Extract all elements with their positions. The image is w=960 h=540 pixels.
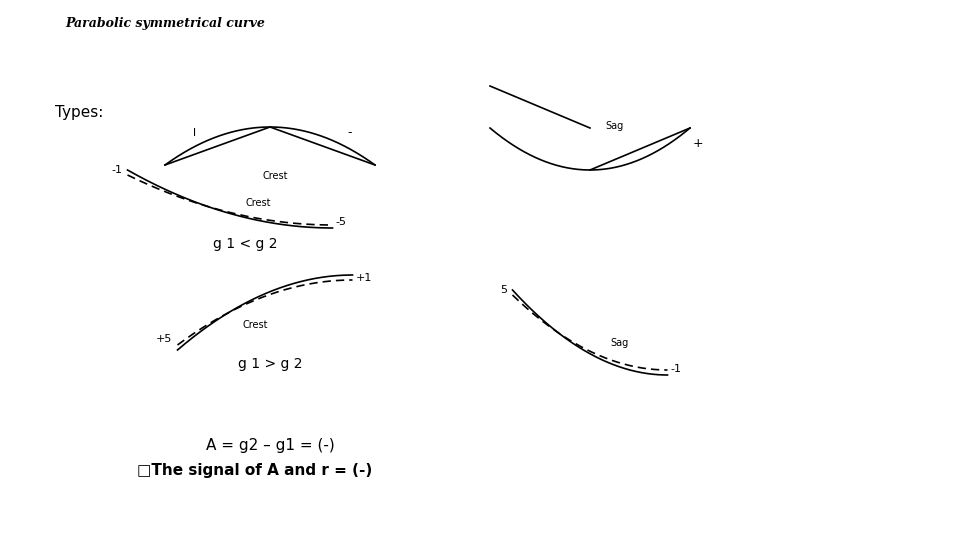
Text: +5: +5 <box>156 334 173 344</box>
Text: A = g2 – g1 = (-): A = g2 – g1 = (-) <box>205 438 334 453</box>
Text: □The signal of A and r = (-): □The signal of A and r = (-) <box>137 463 372 478</box>
Text: Crest: Crest <box>262 171 288 181</box>
Text: g 1 < g 2: g 1 < g 2 <box>213 237 277 251</box>
Text: +1: +1 <box>355 273 372 283</box>
Text: Crest: Crest <box>245 198 271 207</box>
Text: -: - <box>348 126 352 139</box>
Text: +: + <box>693 137 704 150</box>
Text: 5: 5 <box>500 285 508 295</box>
Text: -5: -5 <box>335 217 347 227</box>
Text: Types:: Types: <box>55 105 104 120</box>
Text: Sag: Sag <box>610 338 628 348</box>
Text: l: l <box>193 129 197 138</box>
Text: Parabolic symmetrical curve: Parabolic symmetrical curve <box>65 17 265 30</box>
Text: Crest: Crest <box>242 320 268 330</box>
Text: -1: -1 <box>670 364 682 374</box>
Text: Sag: Sag <box>605 122 623 131</box>
Text: g 1 > g 2: g 1 > g 2 <box>238 357 302 371</box>
Text: -1: -1 <box>111 165 123 175</box>
